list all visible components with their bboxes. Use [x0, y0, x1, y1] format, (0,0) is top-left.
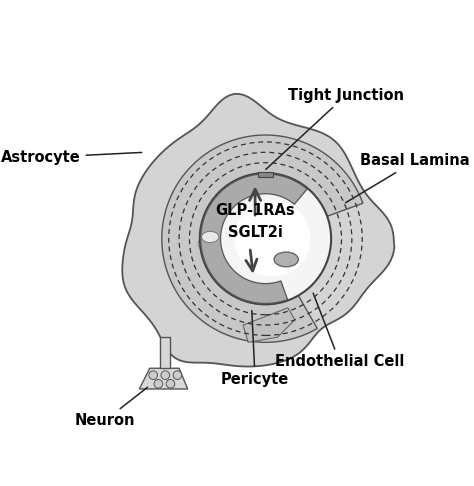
Polygon shape	[122, 94, 394, 366]
Bar	[258, 172, 273, 177]
Text: Endothelial Cell: Endothelial Cell	[275, 293, 404, 369]
Text: Basal Lamina: Basal Lamina	[346, 154, 470, 203]
Polygon shape	[243, 308, 295, 342]
Polygon shape	[139, 368, 188, 389]
Text: Astrocyte: Astrocyte	[1, 150, 142, 165]
Circle shape	[161, 371, 170, 380]
Text: Neuron: Neuron	[74, 387, 147, 428]
Polygon shape	[201, 174, 307, 303]
Ellipse shape	[201, 231, 219, 243]
Text: GLP-1RAs: GLP-1RAs	[215, 203, 295, 218]
Circle shape	[149, 371, 157, 380]
Circle shape	[234, 201, 310, 277]
Ellipse shape	[274, 252, 298, 267]
Circle shape	[173, 371, 182, 380]
Bar	[160, 337, 171, 368]
Text: SGLT2i: SGLT2i	[228, 226, 283, 241]
Circle shape	[166, 380, 175, 388]
Circle shape	[154, 380, 163, 388]
Text: Tight Junction: Tight Junction	[266, 88, 404, 170]
Circle shape	[200, 173, 331, 304]
Text: Pericyte: Pericyte	[221, 311, 289, 387]
Ellipse shape	[198, 237, 219, 251]
Polygon shape	[162, 135, 363, 342]
